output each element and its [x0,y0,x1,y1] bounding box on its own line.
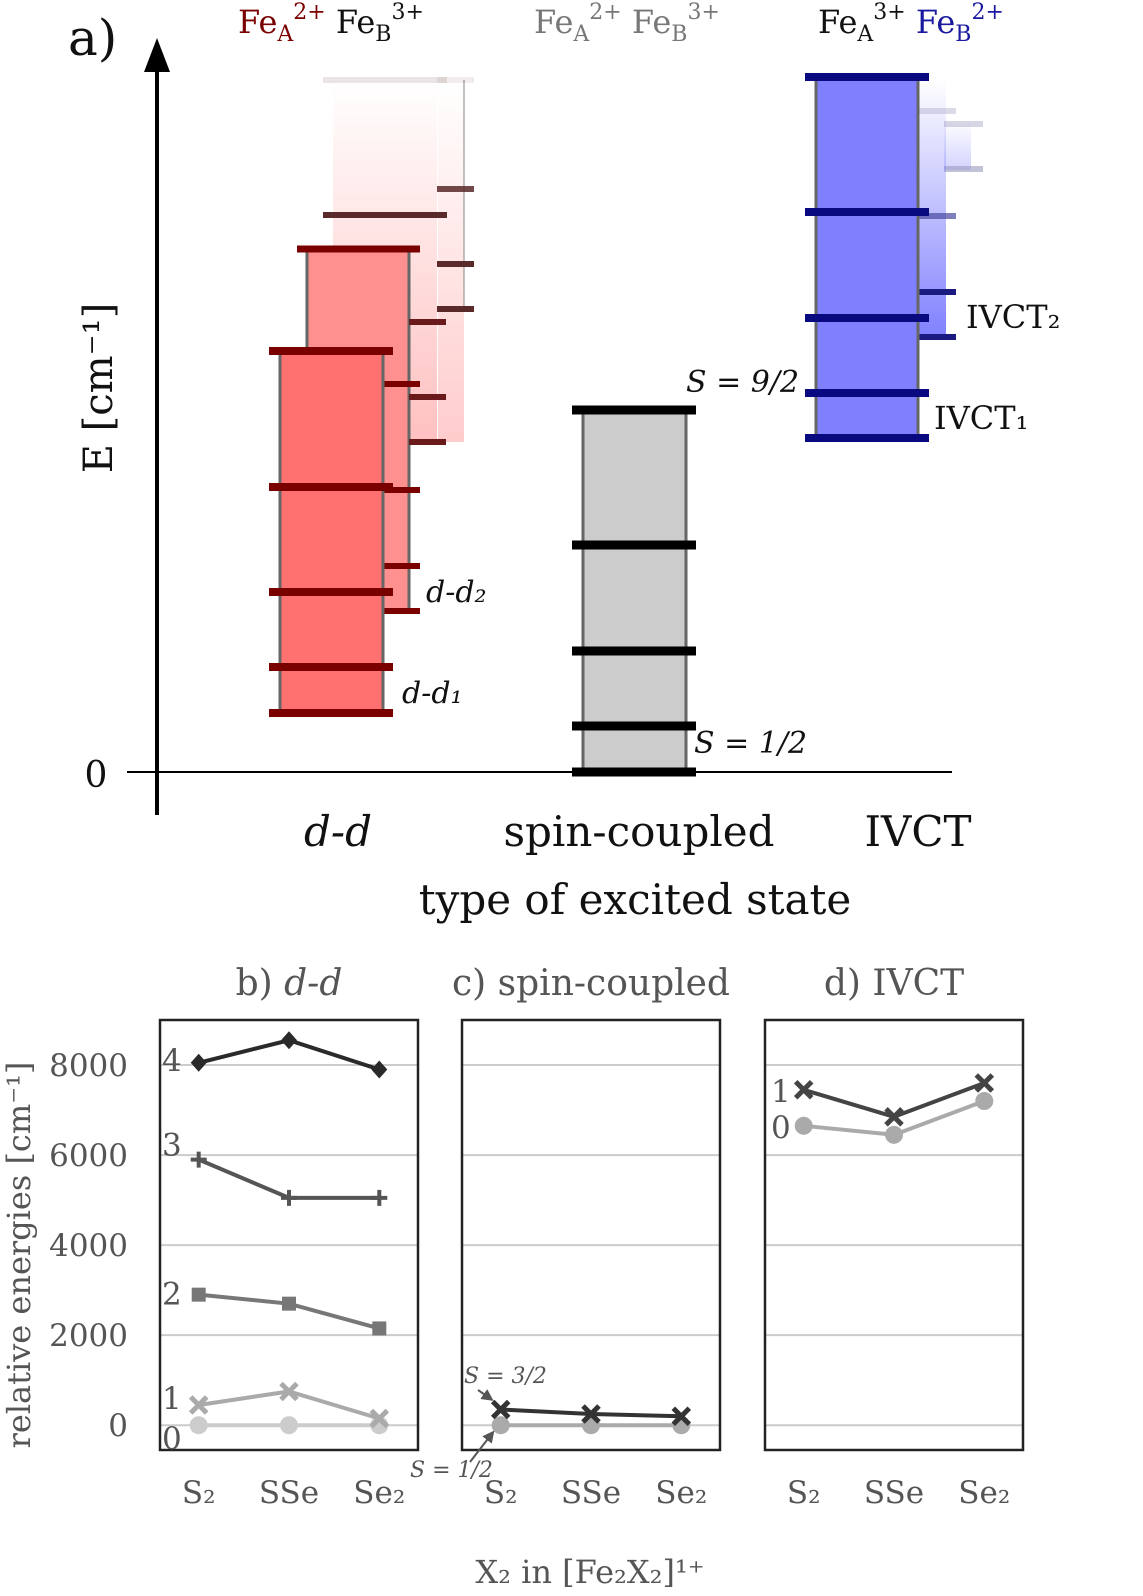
header-dd: FeA2+ FeB3+ [238,0,424,47]
series-label: 0 [162,1421,182,1457]
x-tick-label: SSe [259,1475,319,1511]
x-tick-label: Se₂ [353,1475,405,1511]
data-point [280,1416,298,1435]
category-spin-coupled: spin-coupled [503,807,774,856]
y-tick-label: 8000 [49,1048,128,1084]
data-point [974,1073,995,1093]
data-point [281,1189,297,1206]
subchart-1: c) spin-coupled S₂ SSe Se₂ S = 3/2 S = 1/2 [410,963,730,1511]
data-point [282,1296,296,1311]
data-point [371,1189,388,1206]
x-tick-label: S₂ [182,1475,216,1511]
panel-a-y-axis-arrowhead [144,38,170,72]
data-point [794,1116,813,1135]
data-point [371,1060,388,1079]
series-label: 0 [771,1110,791,1146]
data-point [372,1321,387,1336]
dd-front-column [269,347,393,717]
plot-frame [460,1018,722,1452]
annotation-arrow [477,1389,494,1401]
data-point [190,1151,207,1168]
data-point [369,1408,390,1429]
plot-frame [158,1018,420,1452]
data-point [189,1416,208,1435]
x-tick-label: S₂ [484,1475,518,1511]
subchart-2: d) IVCT S₂ SSe Se₂ 01 [763,963,1025,1511]
y-tick-label: 0 [108,1408,128,1444]
data-point [885,1125,903,1144]
panel-a-label: a) [68,9,117,67]
series-label: 1 [771,1074,791,1110]
data-point [884,1107,904,1127]
label-s-9-2: S = 9/2 [686,365,799,400]
label-dd2: d-d₂ [426,575,487,610]
series-label: 3 [162,1128,182,1164]
y-tick-label: 6000 [49,1138,128,1174]
y-tick-label: 2000 [49,1318,128,1354]
series-label: 4 [162,1043,182,1079]
series-line [198,1389,380,1421]
subchart-title: d) IVCT [824,963,964,1004]
panel-a-zero-tick: 0 [85,755,108,796]
category-dd: d-d [304,807,372,856]
header-spin-coupled: FeA2+ FeB3+ [534,0,720,47]
panel-a: a) 0 E [cm⁻¹] FeA2+ FeB3+ FeA2+ FeB3+ Fe… [68,0,1060,924]
category-ivct: IVCT [864,807,971,856]
header-ivct: FeA3+ FeB2+ [818,0,1004,47]
x-tick-label: Se₂ [655,1475,707,1511]
label-dd1: d-d₁ [402,676,463,711]
subchart-title: b) d-d [236,963,343,1004]
subcharts-y-label: relative energies [cm⁻¹] [0,1062,38,1449]
label-ivct1: IVCT₁ [934,399,1028,437]
subchart-title: c) spin-coupled [452,963,730,1004]
data-point [490,1399,511,1420]
x-tick-label: SSe [561,1475,621,1511]
x-tick-label: S₂ [787,1475,821,1511]
annotation-arrow [469,1430,495,1463]
panel-a-y-label: E [cm⁻¹] [76,303,122,474]
data-point [581,1404,601,1424]
annotation-s-1-2: S = 1/2 [410,1458,493,1483]
spin-coupled-column [572,405,696,777]
subcharts-x-label: X₂ in [Fe₂X₂]¹⁺ [475,1553,704,1591]
data-point [190,1053,207,1072]
data-point [279,1381,299,1402]
x-tick-label: Se₂ [958,1475,1010,1511]
data-point [188,1395,209,1415]
data-point [281,1031,297,1050]
data-point [671,1406,692,1426]
annotation-s-3-2: S = 3/2 [464,1364,547,1389]
series-label: 2 [162,1277,182,1313]
label-ivct2: IVCT₂ [966,298,1060,336]
data-point [793,1080,814,1100]
series-label: 1 [162,1381,182,1417]
data-point [491,1416,510,1435]
data-point [975,1092,994,1111]
data-point [191,1287,206,1302]
label-s-1-2: S = 1/2 [694,726,807,761]
plot-frame [763,1018,1025,1452]
y-tick-label: 4000 [49,1228,128,1264]
panel-a-x-label: type of excited state [419,875,852,924]
ivct-front-column [805,73,929,442]
x-tick-label: SSe [864,1475,924,1511]
